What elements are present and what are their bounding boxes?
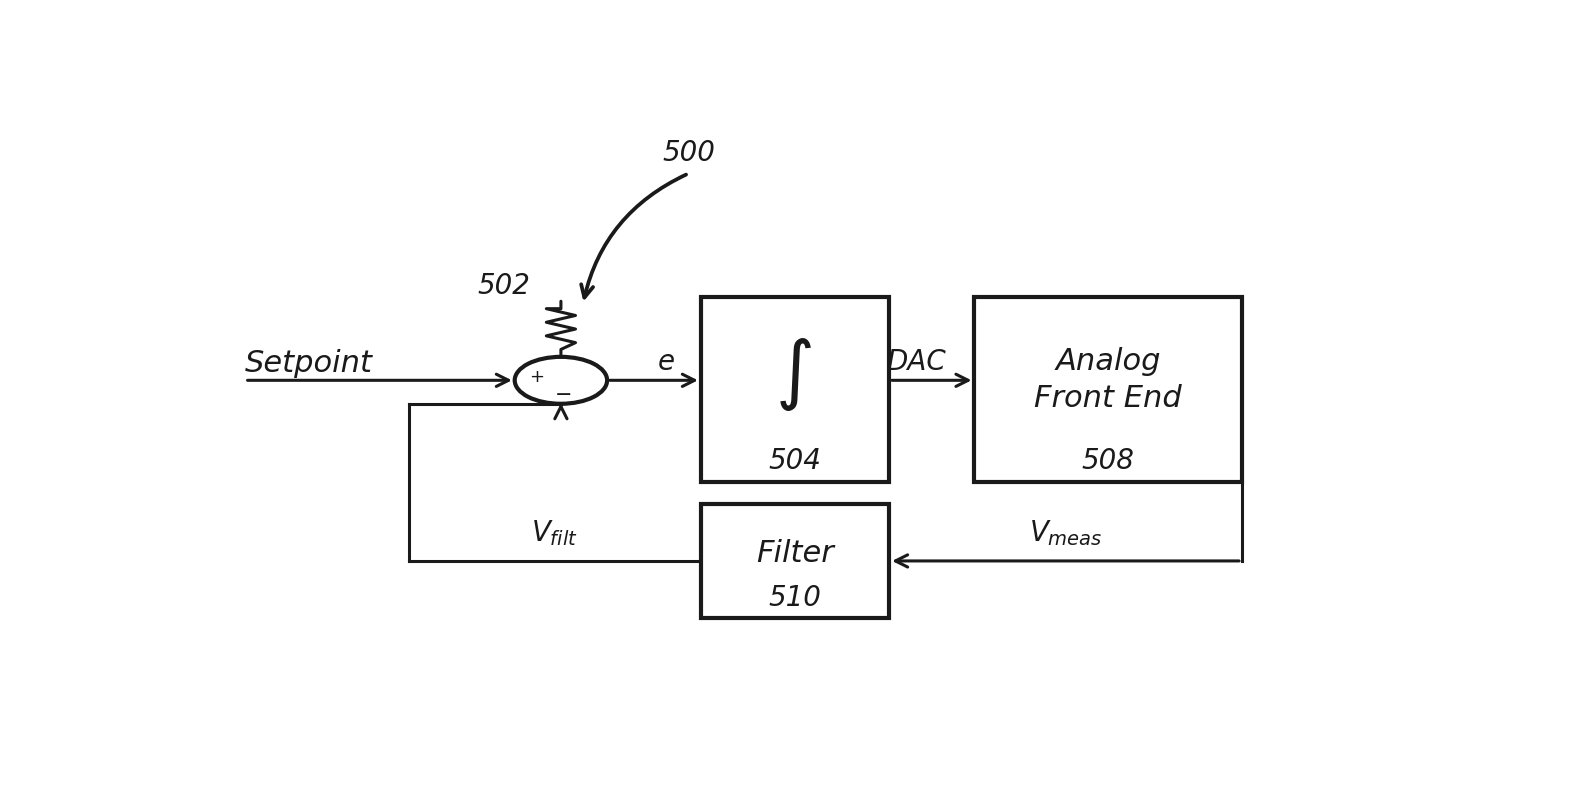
Bar <box>701 504 890 618</box>
Text: DAC: DAC <box>886 348 946 376</box>
Text: Setpoint: Setpoint <box>245 349 373 378</box>
Text: Front End: Front End <box>1034 384 1181 413</box>
Bar <box>974 297 1243 482</box>
Text: Analog: Analog <box>1056 347 1161 376</box>
Text: 504: 504 <box>769 447 822 475</box>
Text: Filter: Filter <box>756 539 833 568</box>
Text: 508: 508 <box>1081 447 1134 475</box>
Text: 510: 510 <box>769 585 822 612</box>
Circle shape <box>515 357 607 403</box>
Bar <box>701 297 890 482</box>
Text: e: e <box>657 348 675 376</box>
Text: $\mathit{V}_{meas}$: $\mathit{V}_{meas}$ <box>1029 518 1103 548</box>
Text: ∫: ∫ <box>775 338 814 411</box>
Text: +: + <box>529 368 544 386</box>
Text: −: − <box>554 385 573 405</box>
Text: $\mathit{V}_{filt}$: $\mathit{V}_{filt}$ <box>532 518 579 548</box>
Text: 500: 500 <box>662 140 715 168</box>
Text: 502: 502 <box>477 272 530 300</box>
